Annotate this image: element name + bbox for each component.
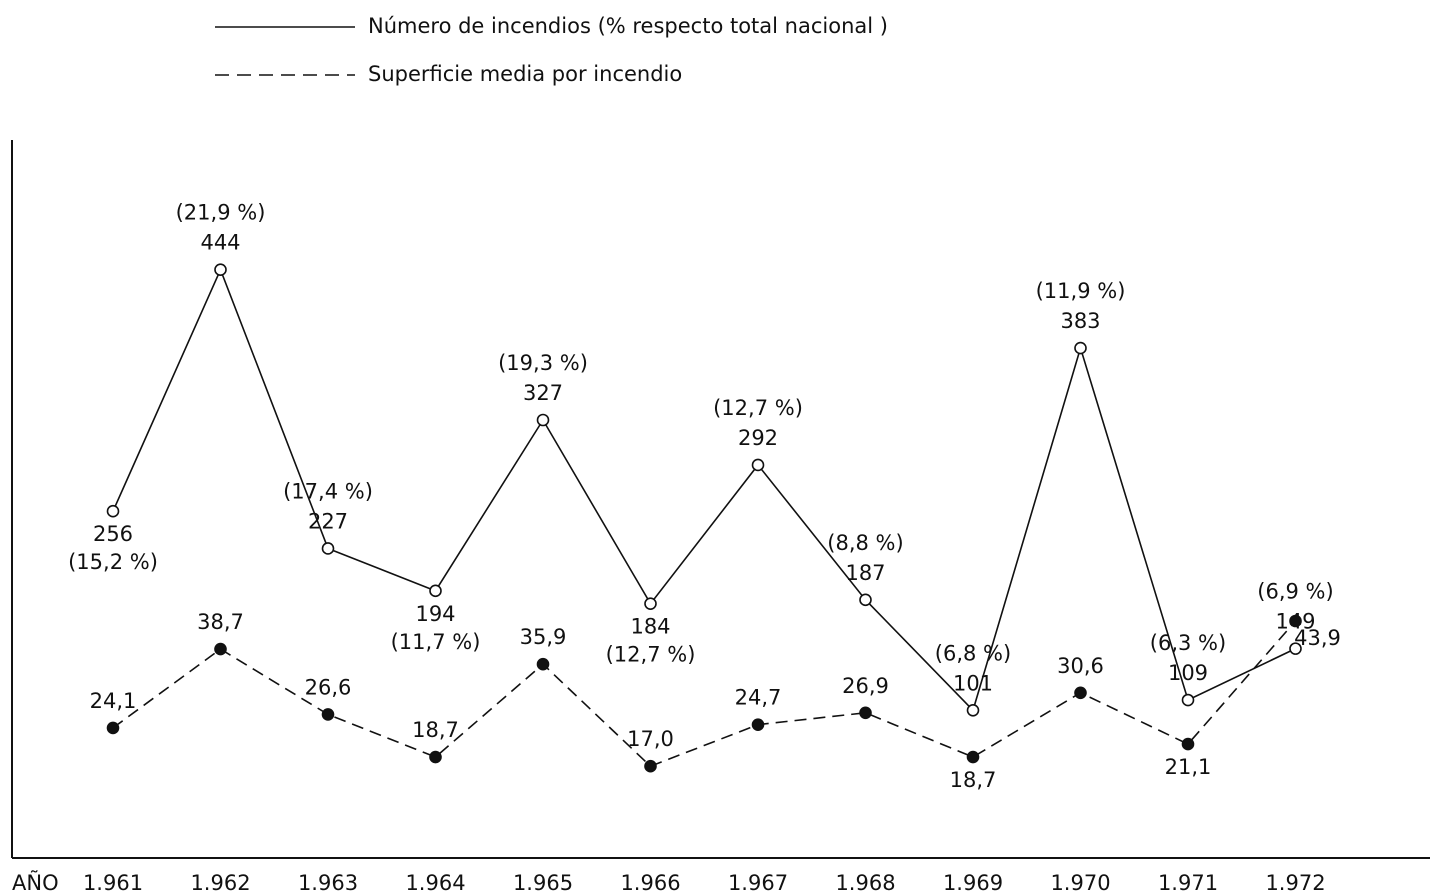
percent-label: (11,7 %) [391,630,481,654]
data-label: 256 [93,522,133,546]
data-point [859,593,872,607]
data-label: 26,9 [842,674,889,698]
data-label: 444 [200,231,240,255]
data-point [536,657,550,671]
data-point [1181,737,1195,751]
data-point [966,750,980,764]
data-label: 187 [845,561,885,585]
data-point [106,504,120,518]
data-point [214,642,227,656]
data-label: 194 [415,602,455,626]
x-tick-label: 1.971 [1158,871,1218,895]
data-point [644,597,657,610]
data-label: 292 [738,426,778,450]
x-tick-label: 1.967 [728,871,788,895]
data-point [1181,693,1195,707]
data-label: 184 [630,615,670,639]
data-point [214,263,227,277]
percent-label: (6,3 %) [1150,631,1226,655]
x-tick-label: 1.968 [835,871,895,895]
data-label: 109 [1168,661,1208,685]
percent-label: (17,4 %) [283,479,373,503]
data-point [321,542,335,555]
legend-label: Superficie media por incendio [368,62,682,86]
data-label: 35,9 [520,625,567,649]
x-tick-label: 1.969 [943,871,1003,895]
data-point [1289,642,1302,655]
data-point [429,584,442,598]
x-tick-label: 1.962 [190,871,250,895]
data-point [321,708,335,721]
series-line [112,620,1297,768]
x-tick-label: 1.972 [1265,871,1325,895]
data-point [1074,341,1087,355]
data-label: 18,7 [950,768,997,792]
x-tick-label: 1.963 [298,871,358,895]
data-point [859,706,872,720]
percent-label: (12,7 %) [713,396,803,420]
percent-label: (12,7 %) [606,643,696,667]
data-point [1074,686,1087,700]
data-label: 327 [523,381,563,405]
data-point [751,458,765,472]
data-label: 24,7 [735,686,782,710]
data-label: 43,9 [1294,626,1341,650]
data-point [966,703,980,717]
data-point [1289,614,1302,628]
x-tick-label: 1.961 [83,871,143,895]
data-label: 227 [308,509,348,533]
percent-label: (6,9 %) [1257,580,1333,604]
x-tick-label: 1.966 [620,871,680,895]
data-label: 17,0 [627,727,674,751]
percent-label: (19,3 %) [498,351,588,375]
data-label: 30,6 [1057,654,1104,678]
data-point [644,759,657,773]
data-label: 101 [953,671,993,695]
percent-label: (21,9 %) [176,201,266,225]
x-tick-label: 1.970 [1050,871,1110,895]
x-tick-label: 1.965 [513,871,573,895]
data-point [106,721,120,735]
x-axis-label: AÑO [12,869,59,895]
data-label: 38,7 [197,610,244,634]
data-label: 24,1 [90,689,137,713]
data-point [536,413,550,427]
percent-label: (15,2 %) [68,550,158,574]
data-point [751,718,765,731]
percent-label: (11,9 %) [1036,279,1126,303]
percent-label: (6,8 %) [935,641,1011,665]
data-label: 18,7 [412,718,459,742]
series-line [112,267,1296,712]
percent-label: (8,8 %) [827,531,903,555]
data-label: 383 [1060,309,1100,333]
legend-label: Número de incendios (% respecto total na… [368,14,888,38]
data-label: 26,6 [305,675,352,699]
data-point [429,750,442,764]
data-label: 21,1 [1165,755,1212,779]
x-tick-label: 1.964 [405,871,465,895]
